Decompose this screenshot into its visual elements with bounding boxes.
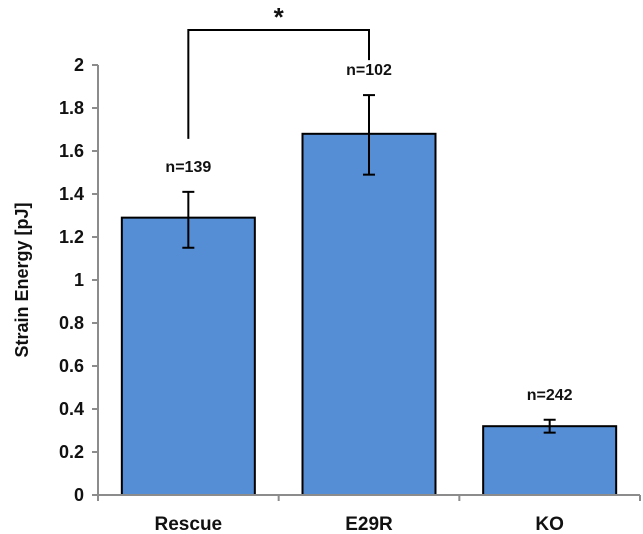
y-tick-label: 1.2 <box>59 227 84 247</box>
labels-layer: 0 0.2 0.4 0.6 0.8 1 1.2 1.4 1.6 1.8 2 n=139 Rescue n=… <box>59 55 573 534</box>
y-tick-label: 1.8 <box>59 98 84 118</box>
bar-e29r <box>301 132 437 497</box>
error-bars-layer <box>182 94 556 434</box>
y-tick-label: 1 <box>74 270 84 290</box>
y-tick-label: 0.6 <box>59 356 84 376</box>
bars-layer <box>120 132 618 497</box>
y-tick-label: 1.6 <box>59 141 84 161</box>
significance-bracket <box>187 29 370 139</box>
x-tick-label: Rescue <box>155 514 223 534</box>
x-tick-label: KO <box>535 514 564 534</box>
bar-ko <box>482 425 618 497</box>
y-tick-label: 2 <box>74 55 84 75</box>
y-tick-label: 0.4 <box>59 399 84 419</box>
significance-layer: * <box>187 2 370 139</box>
significance-marker: * <box>274 2 285 32</box>
y-axis-title: Strain Energy [pJ] <box>12 202 32 357</box>
y-tick-label: 1.4 <box>59 184 84 204</box>
data-label: n=102 <box>346 62 392 79</box>
x-tick-label: E29R <box>345 514 393 534</box>
bar-rescue <box>120 216 256 496</box>
data-label: n=242 <box>527 387 573 404</box>
y-tick-label: 0.2 <box>59 442 84 462</box>
y-tick-label: 0 <box>74 485 84 505</box>
axes-layer <box>92 64 641 501</box>
y-tick-label: 0.8 <box>59 313 84 333</box>
data-label: n=139 <box>165 159 211 176</box>
